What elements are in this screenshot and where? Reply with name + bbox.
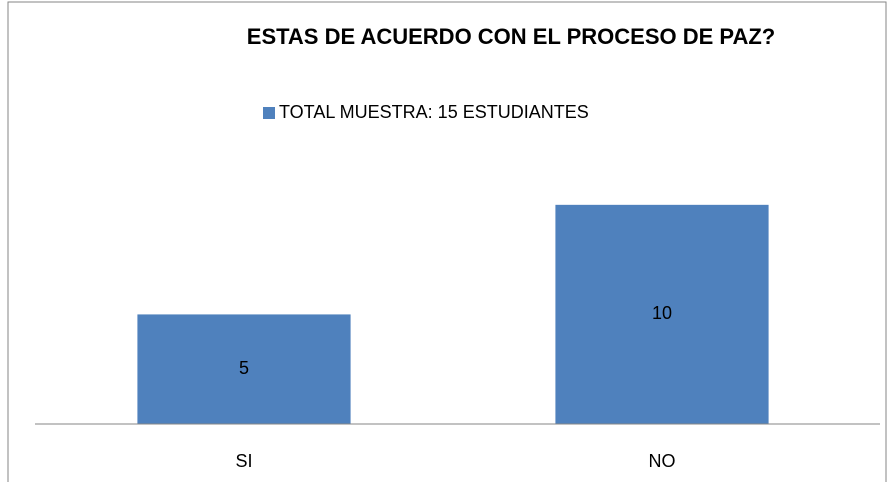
x-tick-label: SI xyxy=(235,451,252,471)
data-label: 5 xyxy=(239,358,249,378)
bar xyxy=(137,314,351,424)
data-label: 10 xyxy=(652,303,672,323)
legend-label: TOTAL MUESTRA: 15 ESTUDIANTES xyxy=(279,102,589,122)
legend-swatch xyxy=(263,107,275,119)
chart-title: ESTAS DE ACUERDO CON EL PROCESO DE PAZ? xyxy=(247,24,775,49)
chart-border xyxy=(7,1,887,482)
x-tick-label: NO xyxy=(649,451,676,471)
bar xyxy=(555,204,769,424)
